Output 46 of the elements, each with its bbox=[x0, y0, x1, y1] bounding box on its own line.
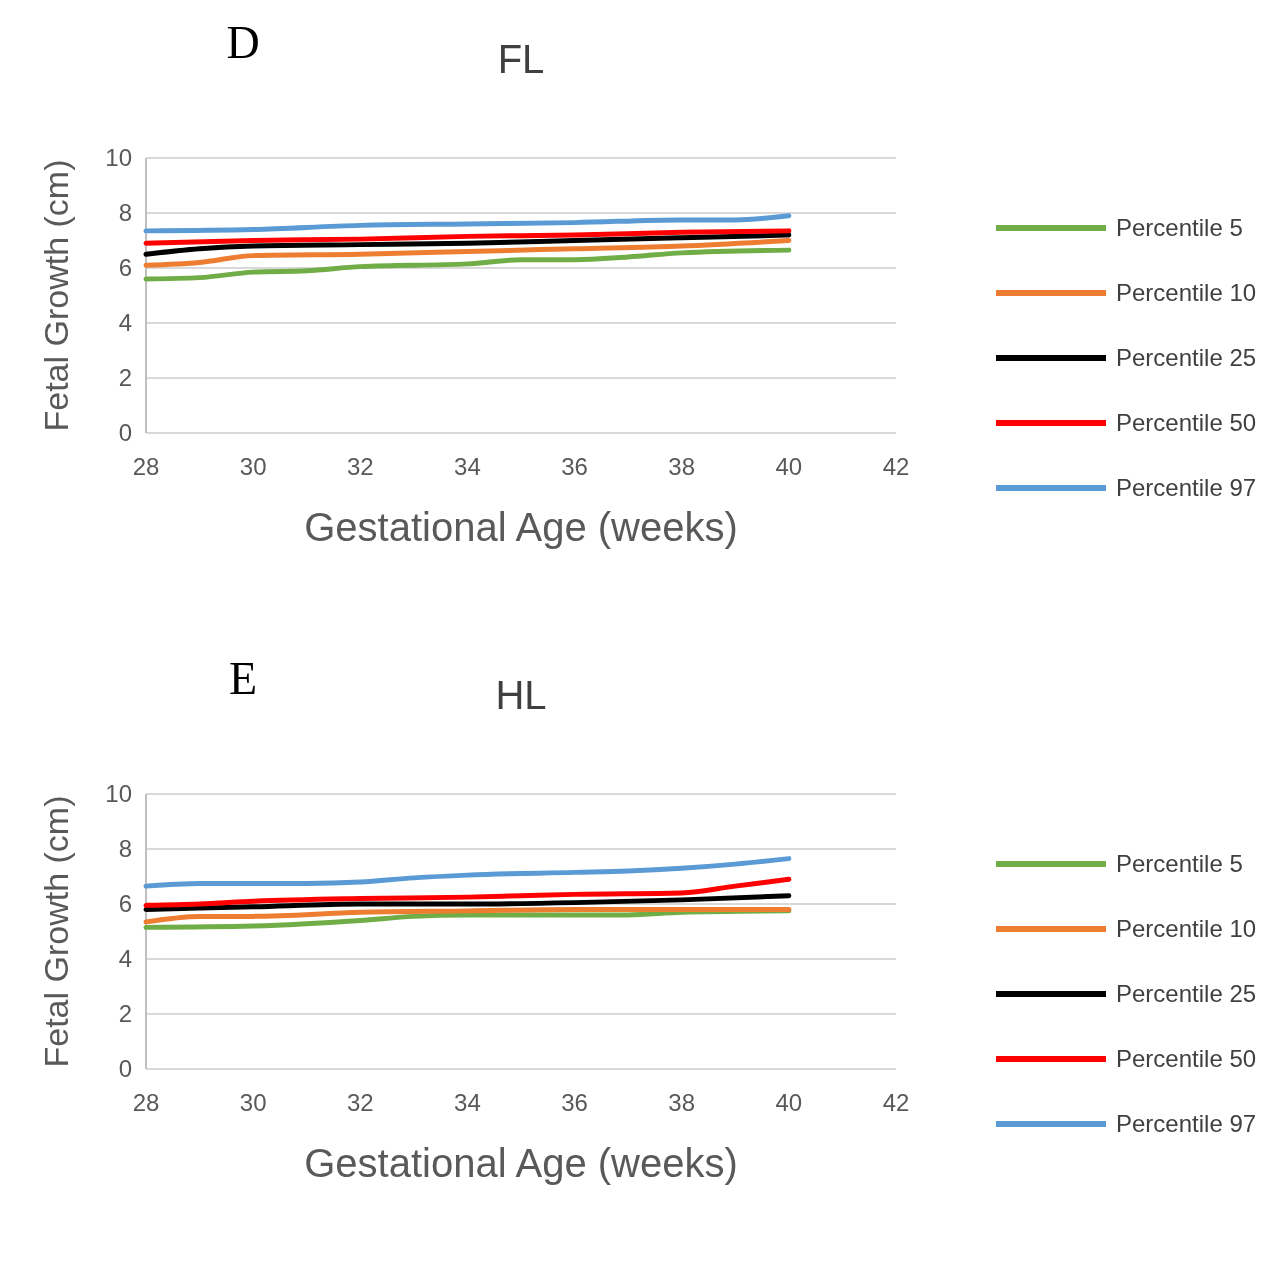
y-axis-title: Fetal Growth (cm) bbox=[37, 795, 75, 1068]
x-tick-label: 42 bbox=[882, 1089, 910, 1116]
chart-title: FL bbox=[497, 37, 545, 81]
legend-label: Percentile 25 bbox=[1116, 980, 1257, 1008]
y-tick-label: 4 bbox=[118, 945, 132, 973]
y-tick-label: 0 bbox=[118, 419, 132, 447]
y-tick-label: 6 bbox=[118, 890, 132, 918]
y-tick-label: 8 bbox=[118, 199, 132, 227]
y-tick-label: 2 bbox=[118, 1000, 132, 1028]
y-tick-label: 10 bbox=[105, 144, 132, 172]
x-tick-label: 34 bbox=[454, 453, 481, 480]
chart-title: HL bbox=[495, 673, 547, 717]
y-tick-label: 2 bbox=[118, 364, 132, 392]
x-tick-label: 34 bbox=[454, 1089, 481, 1116]
legend-label: Percentile 50 bbox=[1116, 1045, 1257, 1073]
legend-label: Percentile 97 bbox=[1116, 1110, 1257, 1138]
x-tick-label: 36 bbox=[561, 1089, 588, 1116]
x-tick-label: 30 bbox=[239, 1089, 267, 1116]
x-tick-label: 38 bbox=[668, 453, 696, 480]
legend-label: Percentile 25 bbox=[1116, 344, 1257, 372]
x-tick-label: 32 bbox=[346, 453, 374, 480]
y-tick-label: 4 bbox=[118, 309, 132, 337]
y-tick-label: 0 bbox=[118, 1055, 132, 1083]
x-tick-label: 40 bbox=[775, 453, 803, 480]
x-axis-title: Gestational Age (weeks) bbox=[304, 505, 738, 549]
y-tick-label: 8 bbox=[118, 835, 132, 863]
legend-label: Percentile 5 bbox=[1116, 214, 1243, 242]
x-tick-label: 40 bbox=[775, 1089, 803, 1116]
x-tick-label: 30 bbox=[239, 453, 267, 480]
text: E bbox=[228, 653, 258, 704]
x-tick-label: 28 bbox=[132, 1089, 160, 1116]
legend-label: Percentile 50 bbox=[1116, 409, 1257, 437]
x-tick-label: 36 bbox=[561, 453, 588, 480]
y-tick-label: 10 bbox=[105, 780, 132, 808]
legend-label: Percentile 5 bbox=[1116, 850, 1243, 878]
text: D bbox=[226, 17, 260, 68]
y-axis-title: Fetal Growth (cm) bbox=[37, 159, 75, 432]
x-axis-title: Gestational Age (weeks) bbox=[304, 1141, 738, 1185]
legend-label: Percentile 97 bbox=[1116, 474, 1257, 502]
x-tick-label: 38 bbox=[668, 1089, 696, 1116]
x-tick-label: 42 bbox=[882, 453, 910, 480]
legend-label: Percentile 10 bbox=[1116, 915, 1257, 943]
legend-label: Percentile 10 bbox=[1116, 279, 1257, 307]
x-tick-label: 32 bbox=[346, 1089, 374, 1116]
y-tick-label: 6 bbox=[118, 254, 132, 282]
x-tick-label: 28 bbox=[132, 453, 160, 480]
